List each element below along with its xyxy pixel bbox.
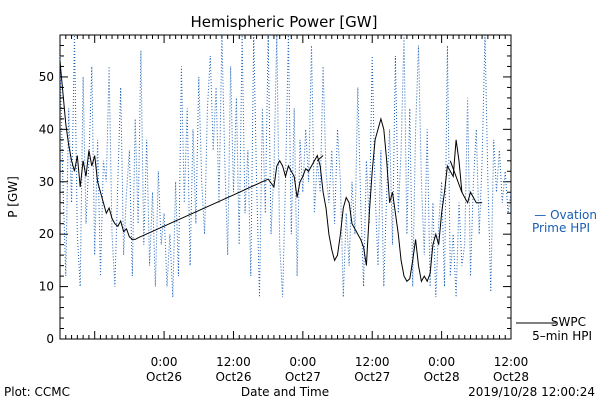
x-axis: 0:00Oct2612:00Oct260:00Oct2712:00Oct270:… [59,35,529,384]
y-tick-label: 0 [46,332,54,346]
series-swpc-overlay [316,155,324,162]
x-tick-date-label: Oct27 [354,370,390,384]
y-tick-label: 30 [39,175,54,189]
x-tick-date-label: Oct26 [215,370,251,384]
footer-timestamp: 2019/10/28 12:00:24 [468,385,595,399]
y-tick-label: 50 [39,70,54,84]
series-swpc-line [59,61,483,283]
series-ovation-line [59,34,512,298]
legend-swpc-line2: 5–min HPI [532,329,592,343]
x-tick-time-label: 0:00 [289,355,316,369]
y-tick-label: 40 [39,122,54,136]
series-swpc-overlay [449,160,463,193]
legend-ovation: — Ovation Prime HPI [532,208,597,235]
series-layer [59,34,512,298]
y-tick-label: 10 [39,280,54,294]
legend-swpc-line1: SWPC [551,315,586,329]
y-axis-label: P [GW] [6,176,20,218]
legend-ovation-line1: — Ovation [534,208,597,222]
footer-plot-source: Plot: CCMC [4,385,70,399]
plot-frame [59,34,512,340]
x-tick-date-label: Oct27 [285,370,321,384]
x-tick-date-label: Oct26 [146,370,182,384]
y-tick-label: 20 [39,227,54,241]
x-tick-date-label: Oct28 [424,370,460,384]
legend-swpc: SWPC 5–min HPI [516,315,592,343]
x-tick-date-label: Oct28 [493,370,529,384]
legend-ovation-line2: Prime HPI [532,221,590,235]
x-tick-time-label: 12:00 [355,355,390,369]
x-axis-label: Date and Time [241,385,329,399]
x-tick-time-label: 12:00 [216,355,251,369]
x-tick-time-label: 0:00 [428,355,455,369]
x-tick-time-label: 12:00 [494,355,529,369]
y-axis: 0 10 20 30 40 50 [39,44,511,346]
chart-title: Hemispheric Power [GW] [191,13,378,31]
x-tick-time-label: 0:00 [151,355,178,369]
